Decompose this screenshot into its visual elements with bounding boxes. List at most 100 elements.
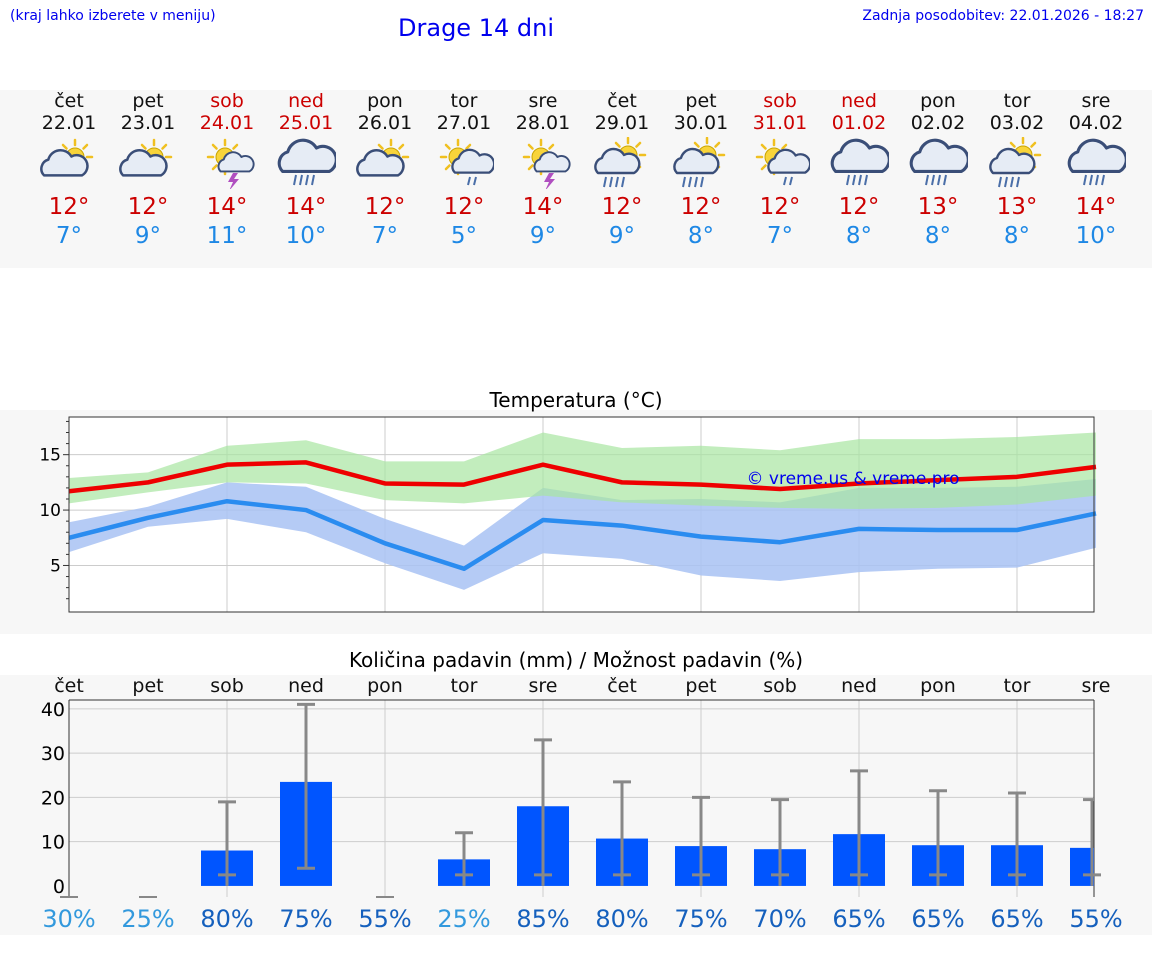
plot-frame — [68, 416, 1095, 613]
precipitation-probability: 65% — [990, 905, 1043, 933]
day-column: pet 30.01 12° 8° — [662, 90, 741, 250]
sun-thunder-icon — [504, 137, 583, 189]
day-column: pon 26.01 12° 7° — [346, 90, 425, 250]
day-axis-label: ned — [841, 675, 877, 697]
day-column: tor 03.02 13° 8° — [978, 90, 1057, 250]
day-date: 02.02 — [910, 112, 966, 134]
precipitation-probability: 65% — [832, 905, 885, 933]
day-column: sob 31.01 12° 7° — [741, 90, 820, 250]
day-axis-label: sob — [210, 675, 244, 697]
day-axis-label: pet — [132, 675, 163, 697]
day-date: 28.01 — [515, 112, 571, 134]
day-column: čet 22.01 12° 7° — [30, 90, 109, 250]
cloud-rain-icon — [899, 137, 978, 189]
menu-hint: (kraj lahko izberete v meniju) — [10, 8, 216, 24]
cloud-rain-icon — [820, 137, 899, 189]
day-axis-label: sre — [529, 675, 558, 697]
precipitation-probability: 75% — [674, 905, 727, 933]
min-temperature: 8° — [924, 223, 952, 249]
precipitation-probability: 85% — [516, 905, 569, 933]
day-column: sob 24.01 14° 11° — [188, 90, 267, 250]
day-date: 29.01 — [594, 112, 650, 134]
day-axis-label: pon — [920, 675, 956, 697]
min-temperature: 8° — [687, 223, 715, 249]
day-axis-label: pet — [685, 675, 716, 697]
y-tick-label: 10 — [41, 832, 65, 854]
day-column: ned 01.02 12° 8° — [820, 90, 899, 250]
day-name: sre — [528, 90, 558, 112]
min-temperature: 7° — [55, 223, 83, 249]
min-temperature: 7° — [766, 223, 794, 249]
max-temperature-band — [69, 432, 1096, 509]
day-name: ned — [841, 90, 877, 112]
day-axis-label: sob — [763, 675, 797, 697]
min-temperature: 10° — [285, 223, 327, 249]
precipitation-probability: 70% — [753, 905, 806, 933]
day-column: sre 28.01 14° 9° — [504, 90, 583, 250]
min-temperature-line — [68, 498, 1097, 572]
precipitation-probability: 75% — [279, 905, 332, 933]
min-temperature: 11° — [206, 223, 248, 249]
day-date: 23.01 — [120, 112, 176, 134]
day-name: sob — [210, 90, 244, 112]
min-temperature: 7° — [371, 223, 399, 249]
precipitation-probability: 55% — [358, 905, 411, 933]
y-tick-label: 20 — [41, 787, 65, 809]
sun-rain-light-icon — [425, 137, 504, 189]
day-column: čet 29.01 12° 9° — [583, 90, 662, 250]
y-tick-label: 10 — [39, 501, 61, 521]
min-temperature: 10° — [1075, 223, 1117, 249]
day-date: 30.01 — [673, 112, 729, 134]
day-column: pon 02.02 13° 8° — [899, 90, 978, 250]
sun-rain-icon — [978, 137, 1057, 189]
y-tick-label: 30 — [41, 743, 65, 765]
day-name: pet — [685, 90, 717, 112]
min-temperature: 9° — [608, 223, 636, 249]
max-temperature: 12° — [127, 194, 169, 220]
day-column: tor 27.01 12° 5° — [425, 90, 504, 250]
sun-thunder-icon — [188, 137, 267, 189]
day-name: sre — [1081, 90, 1111, 112]
min-temperature: 9° — [529, 223, 557, 249]
min-temperature: 9° — [134, 223, 162, 249]
day-date: 31.01 — [752, 112, 808, 134]
day-name: tor — [1003, 90, 1031, 112]
day-name: čet — [607, 90, 637, 112]
max-temperature: 12° — [443, 194, 485, 220]
precipitation-probability: 25% — [121, 905, 174, 933]
daily-forecast-strip: čet 22.01 12° 7° pet 23.01 12° 9° sob 24.01 14° 11°… — [0, 90, 1152, 268]
sun-rain-icon — [583, 137, 662, 189]
y-tick-label: 0 — [53, 876, 65, 898]
max-temperature: 12° — [838, 194, 880, 220]
day-name: čet — [54, 90, 84, 112]
precipitation-probability: 30% — [42, 905, 95, 933]
day-name: pon — [920, 90, 956, 112]
max-temperature: 12° — [759, 194, 801, 220]
max-temperature: 14° — [206, 194, 248, 220]
precipitation-probability: 80% — [200, 905, 253, 933]
day-name: sob — [763, 90, 797, 112]
max-temperature: 13° — [996, 194, 1038, 220]
day-date: 25.01 — [278, 112, 334, 134]
day-name: ned — [288, 90, 324, 112]
precipitation-bar — [1070, 847, 1094, 886]
day-axis-label: čet — [607, 675, 637, 697]
day-date: 24.01 — [199, 112, 255, 134]
max-temperature: 12° — [680, 194, 722, 220]
day-axis-label: pon — [367, 675, 403, 697]
sun-rain-light-icon — [741, 137, 820, 189]
day-name: pet — [132, 90, 164, 112]
max-temperature-line — [68, 460, 1097, 494]
precipitation-probability: 80% — [595, 905, 648, 933]
sun-rain-icon — [662, 137, 741, 189]
day-date: 22.01 — [41, 112, 97, 134]
day-date: 27.01 — [436, 112, 492, 134]
day-axis-label: tor — [1004, 675, 1031, 697]
day-column: sre 04.02 14° 10° — [1057, 90, 1136, 250]
day-column: ned 25.01 14° 10° — [267, 90, 346, 250]
day-date: 01.02 — [831, 112, 887, 134]
day-date: 03.02 — [989, 112, 1045, 134]
cloud-sun-icon — [109, 137, 188, 189]
cloud-rain-icon — [267, 137, 346, 189]
precipitation-chart: čet pet sob ned pon tor sre čet pet sob ned pon tor s… — [41, 675, 1123, 933]
